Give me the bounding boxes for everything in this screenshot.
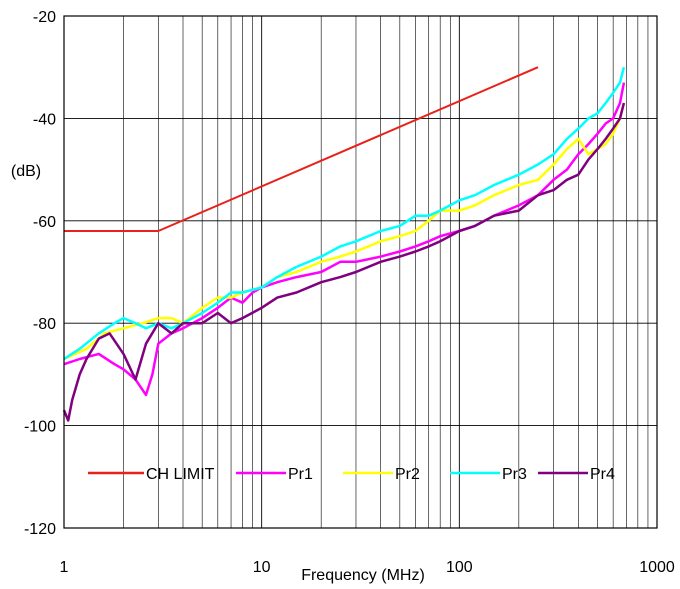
series-line-pr3	[63, 66, 626, 361]
legend-label: Pr1	[288, 466, 313, 483]
plot-area	[64, 16, 657, 528]
x-axis-label: Frequency (MHz)	[301, 567, 425, 584]
series-line-pr1	[63, 82, 626, 397]
y-tick-label: -100	[24, 419, 56, 436]
plot-border	[63, 15, 658, 529]
y-tick-label: -60	[33, 214, 56, 231]
y-tick-label: -120	[24, 521, 56, 538]
legend-label: CH LIMIT	[146, 466, 215, 483]
legend-label: Pr2	[395, 466, 420, 483]
x-tick-label: 100	[446, 559, 473, 576]
y-tick-label: -20	[33, 9, 56, 26]
y-tick-label: -80	[33, 316, 56, 333]
series-line-pr2	[63, 102, 626, 361]
series-line-pr4	[62, 102, 626, 422]
y-axis-label: (dB)	[11, 163, 41, 180]
y-tick-label: -40	[33, 111, 56, 128]
x-tick-label: 1000	[639, 559, 675, 576]
legend-label: Pr3	[502, 466, 527, 483]
x-tick-label: 10	[253, 559, 271, 576]
legend-label: Pr4	[590, 466, 615, 483]
x-tick-label: 1	[60, 559, 69, 576]
series-line-ch-limit	[64, 66, 539, 232]
